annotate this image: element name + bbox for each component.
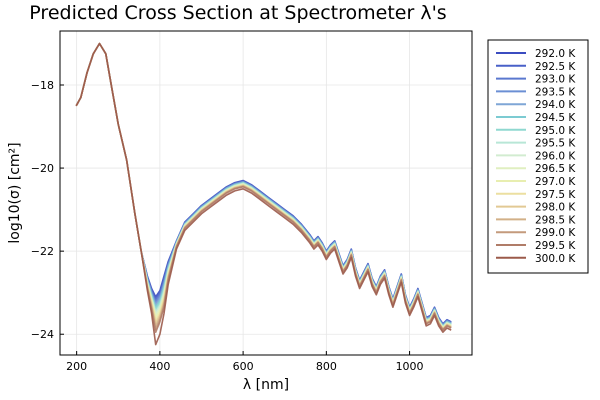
legend-label: 296.0 K (535, 150, 576, 162)
y-tick-label: −24 (31, 328, 54, 341)
legend-label: 294.0 K (535, 99, 576, 111)
legend-label: 292.5 K (535, 61, 576, 73)
legend-label: 298.0 K (535, 202, 576, 214)
legend-label: 292.0 K (535, 48, 576, 60)
x-tick-label: 1000 (396, 360, 424, 373)
y-tick-label: −18 (31, 79, 54, 92)
legend-label: 295.0 K (535, 125, 576, 137)
legend-label: 300.0 K (535, 253, 576, 265)
legend-label: 298.5 K (535, 214, 576, 226)
x-tick-label: 800 (316, 360, 337, 373)
x-axis-label: λ [nm] (243, 377, 289, 393)
legend-label: 295.5 K (535, 138, 576, 150)
plot-frame (59, 30, 473, 356)
y-tick-label: −22 (31, 245, 54, 258)
legend-label: 293.5 K (535, 86, 576, 98)
x-tick-label: 600 (233, 360, 254, 373)
y-tick-label: −20 (31, 162, 54, 175)
ticks: 200 400 600 800 1000 −24 −22 −20 −18 (31, 79, 424, 373)
legend-label: 294.5 K (535, 112, 576, 124)
legend-label: 299.5 K (535, 240, 576, 252)
x-tick-label: 400 (149, 360, 170, 373)
legend-label: 297.0 K (535, 176, 576, 188)
chart-title: Predicted Cross Section at Spectrometer … (29, 2, 446, 24)
legend-label: 297.5 K (535, 189, 576, 201)
y-axis-label: log10(σ) [cm²] (7, 142, 23, 243)
legend-label: 293.0 K (535, 74, 576, 86)
series-layer (75, 42, 452, 346)
legend-label: 299.0 K (535, 227, 576, 239)
series-line-3000 (75, 42, 452, 346)
x-tick-label: 200 (66, 360, 87, 373)
legend-label: 296.5 K (535, 163, 576, 175)
